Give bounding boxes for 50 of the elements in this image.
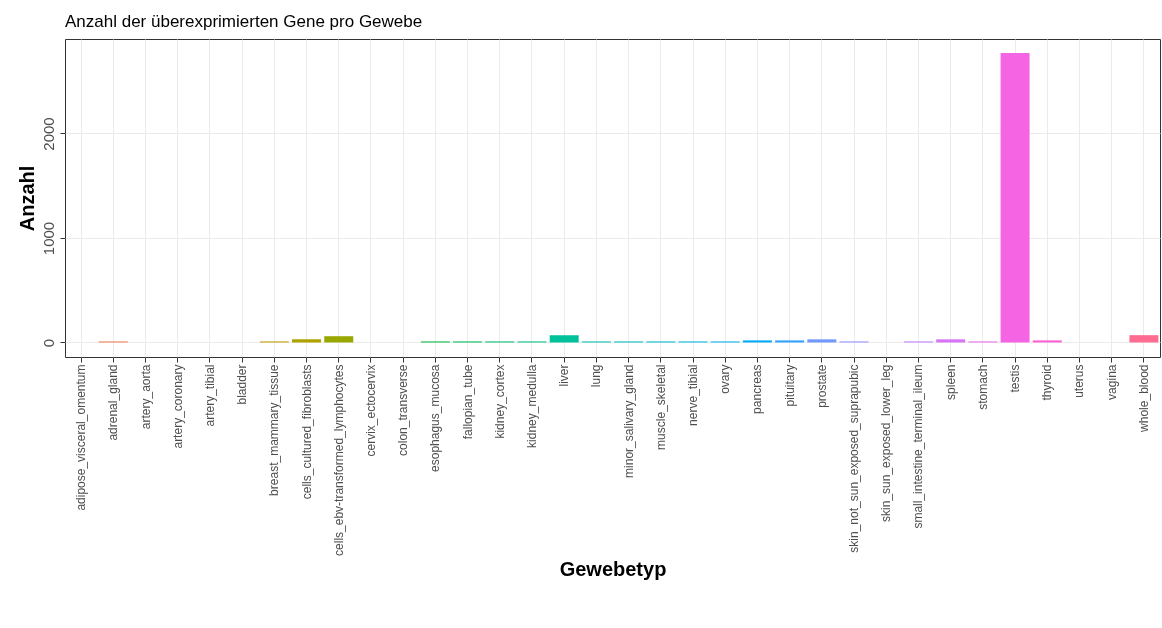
x-tick-label: artery_aorta: [138, 364, 153, 430]
x-tick-label: skin_sun_exposed_lower_leg: [879, 364, 894, 522]
bar: [742, 340, 772, 343]
x-tick-label: small_intestine_terminal_ileum: [911, 364, 926, 529]
bar: [549, 335, 579, 343]
x-tick-label: esophagus_mucosa: [428, 364, 443, 472]
bar: [807, 339, 837, 343]
x-axis-title: Gewebetyp: [559, 557, 667, 580]
bar: [324, 336, 354, 343]
x-tick-label: bladder: [235, 364, 250, 405]
x-tick-label: thyroid: [1040, 364, 1055, 401]
x-tick-label: nerve_tibial: [686, 364, 701, 426]
x-tick-label: artery_tibial: [202, 364, 217, 427]
x-tick-label: kidney_medulla: [524, 364, 539, 448]
y-tick-label: 2000: [39, 117, 57, 151]
bar: [775, 340, 805, 343]
x-tick-label: cells_cultured_fibroblasts: [299, 364, 314, 500]
x-tick-label: minor_salivary_gland: [621, 364, 636, 478]
x-tick-label: uterus: [1072, 364, 1087, 398]
chart-title: Anzahl der überexprimierten Gene pro Gewebe: [65, 12, 423, 31]
x-tick-label: breast_mammary_tissue: [267, 364, 282, 496]
x-tick-label: pancreas: [750, 364, 765, 414]
x-tick-label: stomach: [975, 364, 990, 410]
x-tick-label: adrenal_gland: [106, 364, 121, 441]
x-tick-label: cervix_ectocervix: [363, 364, 378, 457]
x-tick-label: artery_coronary: [170, 364, 185, 449]
x-tick-label: vagina: [1104, 364, 1119, 400]
x-tick-label: prostate: [814, 364, 829, 408]
x-tick-label: spleen: [943, 364, 958, 400]
x-tick-label: lung: [589, 364, 604, 388]
y-tick-label: 1000: [39, 221, 57, 256]
x-tick-label: fallopian_tube: [460, 364, 475, 440]
x-tick-label: muscle_skeletal: [653, 364, 668, 450]
x-tick-label: whole_blood: [1136, 364, 1151, 433]
x-tick-label: skin_not_sun_exposed_suprapubic: [847, 364, 862, 553]
bar: [1000, 53, 1030, 343]
y-axis-title: Anzahl: [15, 165, 38, 232]
x-tick-label: colon_transverse: [396, 364, 411, 456]
bar: [936, 339, 966, 343]
bar: [1129, 335, 1159, 343]
x-tick-label: adipose_visceral_omentum: [74, 364, 89, 511]
x-tick-label: liver: [557, 364, 572, 387]
bar: [1032, 340, 1062, 343]
x-tick-label: testis: [1008, 364, 1023, 393]
x-tick-label: kidney_cortex: [492, 364, 507, 439]
x-tick-label: ovary: [718, 364, 733, 394]
x-tick-label: pituitary: [782, 364, 797, 407]
x-tick-label: cells_ebv-transformed_lymphocytes: [331, 364, 346, 556]
y-tick-label: 0: [39, 338, 57, 348]
bar: [292, 339, 322, 343]
